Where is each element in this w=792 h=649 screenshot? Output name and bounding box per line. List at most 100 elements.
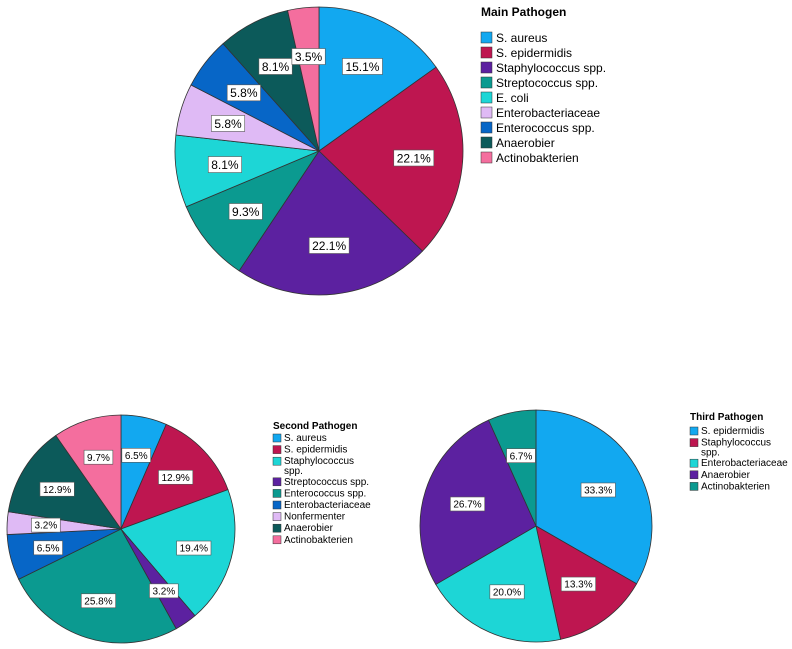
legend-label: Enterococcus spp. [284, 488, 366, 499]
legend-item: Enterococcus spp. [272, 488, 366, 499]
legend-label: Enterobacteriaceae [496, 106, 600, 120]
legend-item: Enterobacteriaceae [480, 106, 600, 120]
legend-item: Actinobakterien [480, 151, 579, 165]
data-label: 20.0% [489, 584, 525, 600]
data-label-text: 8.1% [211, 158, 239, 172]
legend-item: S. epidermidis [272, 445, 347, 456]
data-label: 9.7% [83, 449, 114, 465]
legend-label: Nonfermenter [284, 512, 346, 523]
legend-label-line: spp. [284, 466, 303, 477]
data-label-text: 15.1% [345, 60, 379, 74]
data-label-text: 19.4% [180, 544, 208, 555]
pie-slice-actinobakterien [55, 414, 122, 531]
legend-label-line: Actinobakterien [496, 151, 579, 165]
legend-label: S. aureus [284, 433, 327, 444]
legend-label-line: S. aureus [496, 31, 547, 45]
legend-label-line: Nonfermenter [284, 512, 346, 523]
legend-label: Actinobakterien [496, 151, 579, 165]
legend-label: Streptococcus spp. [496, 76, 598, 90]
data-label-text: 20.0% [493, 587, 521, 598]
legend-swatch [272, 489, 282, 498]
legend-label-line: S. epidermidis [701, 426, 764, 437]
data-label-text: 5.8% [214, 117, 242, 131]
legend-swatch [272, 445, 282, 454]
data-label-box [450, 496, 486, 512]
legend-label-line: Actinobakterien [701, 481, 770, 492]
data-label-box [506, 448, 536, 463]
data-label-box [580, 482, 616, 498]
legend-swatch [480, 136, 493, 149]
data-label-box [226, 84, 261, 102]
data-label: 5.8% [226, 84, 261, 102]
legend-label: S. epidermidis [284, 445, 347, 456]
data-label-box [489, 584, 525, 600]
third-pathogen-legend: Third Pathogen S. epidermidisStaphylococc… [689, 412, 788, 492]
data-label: 19.4% [176, 540, 212, 556]
legend-label: Staphylococcus spp. [284, 456, 354, 477]
data-label: 5.8% [211, 115, 246, 132]
pie-slice-enterobacteriaceae [435, 525, 562, 643]
legend-item: Staphylococcus spp. [480, 61, 606, 75]
data-label-box [560, 576, 596, 592]
legend-item: Anaerobier [272, 523, 334, 534]
legend-label: Actinobakterien [701, 481, 770, 492]
legend-item: S. aureus [480, 31, 547, 45]
legend-item: Enterobacteriaceae [272, 500, 371, 511]
data-label-text: 6.7% [510, 451, 533, 462]
legend-swatch [689, 458, 699, 468]
data-label: 8.1% [207, 156, 242, 173]
legend-item: Actinobakterien [689, 481, 770, 492]
pie-slice-s-aureus [318, 6, 437, 152]
legend-item: S. epidermidis [480, 46, 572, 60]
data-label-box [393, 149, 435, 167]
data-label-box [158, 469, 194, 485]
data-label-text: 6.5% [125, 451, 148, 462]
legend-label: Streptococcus spp. [284, 477, 369, 488]
data-label-box [31, 517, 61, 533]
legend-swatch [272, 456, 282, 466]
legend-label-line: Anaerobier [701, 470, 751, 481]
legend-item: Staphylococcus spp. [689, 438, 771, 459]
data-label-text: 8.1% [262, 60, 290, 74]
pie-slice-actinobakterien [488, 409, 537, 527]
data-label: 9.3% [228, 203, 263, 220]
data-label-text: 33.3% [584, 486, 612, 497]
legend-label: Anaerobier [701, 470, 751, 481]
legend-swatch [272, 500, 282, 510]
data-label-text: 25.8% [84, 596, 112, 607]
pie-slice-actinobakterien [287, 6, 320, 152]
legend-swatch [480, 46, 493, 59]
legend-title: Main Pathogen [481, 5, 566, 19]
legend-swatch [480, 61, 493, 74]
data-label-box [83, 449, 114, 465]
data-label-box [149, 583, 179, 599]
legend-label-line: Anaerobier [284, 523, 334, 534]
second-pathogen-chart: 6.5% 12.9% 19.4% 3.2% 25.8% 6.5% 3.2% 12.9% 9.7% [6, 414, 236, 644]
legend-label-line: E. coli [496, 91, 529, 105]
legend-swatch [480, 76, 493, 89]
data-label: 22.1% [308, 237, 350, 254]
legend-label-line: Staphylococcus [701, 438, 771, 449]
legend-swatch [272, 523, 282, 533]
data-label: 33.3% [580, 482, 616, 498]
pie-slice-s-epidermidis [318, 66, 464, 252]
legend-title: Third Pathogen [690, 412, 763, 423]
legend-label: Anaerobier [284, 523, 334, 534]
legend-item: Enterococcus spp. [480, 121, 595, 135]
data-label-text: 9.7% [87, 453, 110, 464]
legend-label-line: S. epidermidis [496, 46, 572, 60]
data-label-text: 6.5% [37, 543, 60, 554]
pie-slice-enterococcus-spp- [18, 528, 177, 644]
data-label-box [211, 115, 246, 132]
data-label-text: 13.3% [564, 580, 592, 591]
legend-item: Streptococcus spp. [272, 477, 369, 488]
legend-swatch [480, 106, 493, 119]
legend-swatch [272, 477, 282, 487]
main-pathogen-chart: 15.1% 22.1% 22.1% 9.3% 8.1% 5.8% 5.8% 8.1% 3.5% [174, 6, 464, 296]
legend-label: Enterobacteriaceae [701, 458, 788, 469]
legend-label-line: Staphylococcus [284, 456, 354, 467]
legend-swatch [480, 151, 493, 164]
data-label: 3.2% [149, 583, 179, 599]
data-label: 25.8% [80, 593, 116, 609]
data-label: 15.1% [342, 58, 383, 75]
